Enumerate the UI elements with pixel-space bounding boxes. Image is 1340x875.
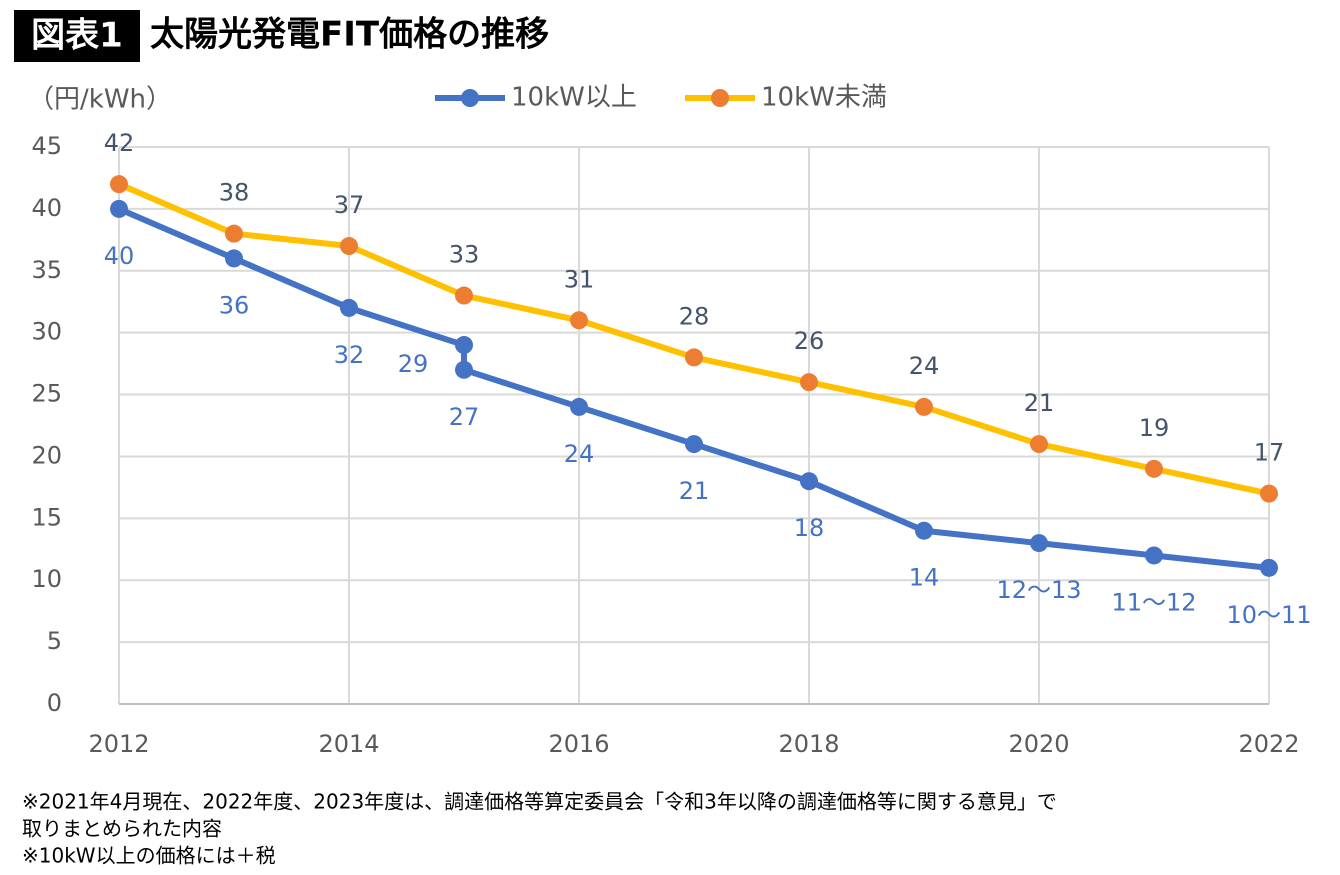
data-label: 26 [794,327,825,355]
y-axis-label: （円/kWh） [28,85,172,115]
marker [1260,484,1278,503]
badge: 図表1 [31,16,123,56]
data-label: 38 [219,179,250,207]
y-tick-label: 45 [31,132,62,160]
legend-marker [711,89,729,107]
marker [1030,435,1048,454]
data-label: 42 [104,129,135,157]
note: 取りまとめられた内容 [22,817,222,841]
marker [225,224,243,243]
data-label: 21 [1024,389,1055,417]
chart-title: 太陽光発電FIT価格の推移 [150,15,549,55]
x-tick-label: 2020 [1008,730,1069,758]
x-tick-label: 2012 [88,730,149,758]
data-label: 37 [334,191,365,219]
data-label: 36 [219,291,250,319]
marker [1145,459,1163,478]
data-label: 14 [909,564,940,592]
data-label: 40 [104,242,135,270]
legend-marker [461,89,479,107]
x-tick-label: 2014 [318,730,379,758]
notes: ※2021年4月現在、2022年度、2023年度は、調達価格等算定委員会「令和3… [22,790,1057,868]
marker [455,360,473,379]
data-label: 32 [334,341,365,369]
note: ※10kW以上の価格には＋税 [22,844,276,868]
marker [915,521,933,540]
y-tick-label: 20 [31,441,62,469]
legend-label: 10kW未満 [761,83,887,113]
marker [340,298,358,317]
data-label: 17 [1254,439,1285,467]
data-label: 27 [449,403,480,431]
marker [455,336,473,355]
marker [455,286,473,305]
badge-box [14,10,140,62]
y-tick-label: 30 [31,318,62,346]
marker [110,175,128,194]
data-label: 19 [1139,414,1170,442]
marker [225,249,243,268]
marker [915,397,933,416]
x-tick-label: 2018 [778,730,839,758]
data-label: 18 [794,514,825,542]
y-tick-label: 5 [47,627,62,655]
series-line [117,206,1270,571]
legend-label: 10kW以上 [511,83,637,113]
y-tick-label: 35 [31,256,62,284]
marker [570,311,588,330]
marker [685,348,703,367]
data-label: 31 [564,265,595,293]
data-label: 33 [449,241,480,269]
y-tick-label: 40 [31,194,62,222]
x-tick-label: 2022 [1238,730,1299,758]
marker [800,472,818,491]
note: ※2021年4月現在、2022年度、2023年度は、調達価格等算定委員会「令和3… [22,790,1057,814]
y-tick-label: 10 [31,565,62,593]
marker [110,199,128,218]
y-tick-label: 15 [31,503,62,531]
marker [1145,546,1163,565]
data-label: 28 [679,302,710,330]
data-label: 29 [398,350,429,378]
x-tick-label: 2016 [548,730,609,758]
data-label: 11～12 [1111,588,1196,616]
data-label: 12～13 [996,576,1081,604]
data-label: 10～11 [1226,601,1311,629]
data-label: 21 [679,477,710,505]
marker [1030,534,1048,553]
y-tick-label: 0 [47,689,62,717]
data-label: 24 [564,440,595,468]
y-tick-label: 25 [31,380,62,408]
marker [800,373,818,392]
marker [685,435,703,454]
marker [1260,558,1278,577]
marker [340,237,358,256]
marker [570,397,588,416]
data-label: 24 [909,352,940,380]
